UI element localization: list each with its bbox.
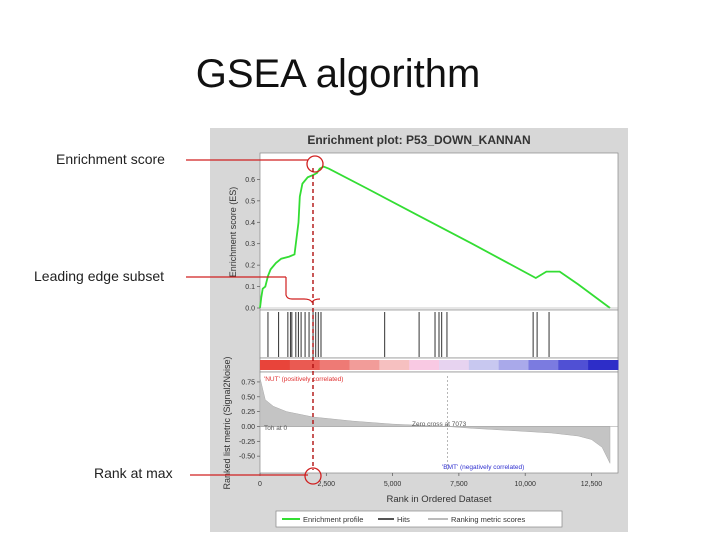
es-tick-label: 0.0 <box>245 306 255 313</box>
rank-at-max-circle <box>304 467 322 485</box>
legend-box <box>275 510 563 528</box>
heat-strip-segment <box>409 360 440 370</box>
x-tick-label: 2,500 <box>318 481 336 488</box>
enrichment-plot: Enrichment plot: P53_DOWN_KANNAN 0.0 0.1 0… <box>210 128 628 532</box>
enrichment-score-circle <box>306 155 324 173</box>
x-tick-label: 0 <box>258 481 262 488</box>
left-annotation: Toh at 0 <box>264 425 288 432</box>
metric-tick-label: -0.50 <box>239 454 255 461</box>
x-tick-label: 10,000 <box>514 481 536 488</box>
es-tick-label: 0.5 <box>245 198 255 205</box>
heat-strip-segment <box>588 360 619 370</box>
es-axis-label: Enrichment score (ES) <box>228 187 238 278</box>
heat-strip-segment <box>379 360 410 370</box>
es-tick-label: 0.1 <box>245 284 255 291</box>
heat-strip-segment <box>260 360 291 370</box>
heat-strip-segment <box>558 360 589 370</box>
legend-label-enrichment: Enrichment profile <box>303 515 363 524</box>
x-tick-label: 7,500 <box>450 481 468 488</box>
heat-strip-segment <box>349 360 380 370</box>
legend: Enrichment profile Hits Ranking metric s… <box>275 510 563 528</box>
positive-correlation-label: 'NUT' (positively correlated) <box>264 376 343 383</box>
slide-title: GSEA algorithm <box>195 52 481 96</box>
heat-strip-segment <box>498 360 529 370</box>
es-panel <box>259 152 619 311</box>
metric-tick-label: 0.25 <box>241 409 255 416</box>
enrichment-plot-svg: Enrichment plot: P53_DOWN_KANNAN 0.0 0.1 0… <box>222 133 619 528</box>
heat-strip-segment <box>319 360 350 370</box>
enrichment-profile-line <box>259 165 611 309</box>
callout-enrichment-score: Enrichment score <box>56 151 165 167</box>
heat-strip-segment <box>289 360 321 370</box>
metric-tick-label: -0.25 <box>239 439 255 446</box>
zero-cross-label: Zero cross at 7073 <box>412 421 467 428</box>
metric-tick-label: 0.00 <box>241 424 255 431</box>
metric-axis-label: Ranked list metric (Signal2Noise) <box>222 356 232 489</box>
x-tick-label: 12,500 <box>581 481 603 488</box>
callout-leading-edge-subset: Leading edge subset <box>34 268 164 284</box>
leading-edge-bracket <box>285 277 321 304</box>
es-tick-label: 0.4 <box>245 220 255 227</box>
chart-title: Enrichment plot: P53_DOWN_KANNAN <box>307 133 530 147</box>
heat-strip-segment <box>439 360 470 370</box>
x-tick-label: 5,000 <box>384 481 402 488</box>
legend-label-metric: Ranking metric scores <box>451 515 525 524</box>
es-tick-label: 0.6 <box>245 177 255 184</box>
metric-tick-label: 0.75 <box>241 379 255 386</box>
es-tick-label: 0.3 <box>245 241 255 248</box>
x-axis-label: Rank in Ordered Dataset <box>386 494 491 505</box>
metric-tick-label: 0.50 <box>241 394 255 401</box>
heat-strip-segment <box>468 360 500 370</box>
negative-correlation-label: 'BMT' (negatively correlated) <box>442 464 524 471</box>
callout-rank-at-max: Rank at max <box>94 465 173 481</box>
es-tick-label: 0.2 <box>245 263 255 270</box>
heat-strip-segment <box>528 360 559 370</box>
legend-label-hits: Hits <box>397 515 410 524</box>
